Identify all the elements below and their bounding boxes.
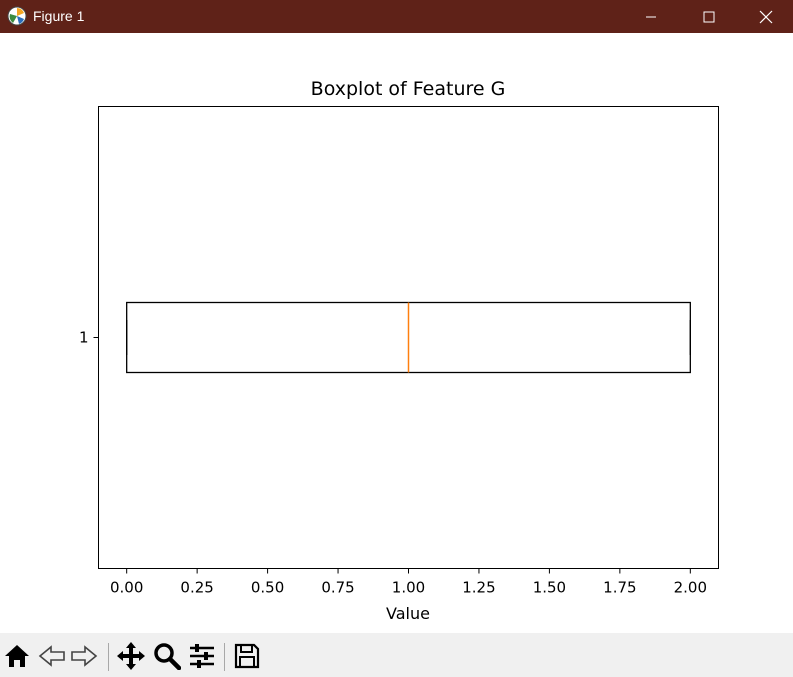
minimize-icon — [646, 16, 656, 17]
boxplot-chart: Boxplot of Feature G 0.00 0.25 0.50 0.75 1.0… — [79, 78, 719, 623]
toolbar-separator — [224, 643, 225, 671]
close-icon — [759, 10, 772, 23]
maximize-icon — [703, 11, 715, 22]
x-tick-label: 1.00 — [392, 579, 425, 597]
x-tick-label: 0.50 — [251, 579, 284, 597]
x-axis-label: Value — [386, 604, 430, 623]
chart-title: Boxplot of Feature G — [311, 78, 506, 100]
save-button[interactable] — [232, 641, 262, 671]
y-tick-label: 1 — [79, 329, 89, 347]
navigation-toolbar — [0, 633, 793, 677]
x-tick-label: 0.25 — [180, 579, 213, 597]
zoom-icon — [154, 643, 181, 670]
pan-icon — [117, 642, 145, 670]
back-button[interactable] — [37, 641, 67, 671]
pan-button[interactable] — [116, 641, 146, 671]
forward-arrow-icon — [71, 645, 98, 667]
plot-frame — [98, 106, 719, 569]
close-button[interactable] — [738, 0, 793, 33]
x-tick-label: 1.75 — [603, 579, 636, 597]
forward-button[interactable] — [69, 641, 99, 671]
matplotlib-logo-icon — [7, 6, 27, 26]
figure-canvas[interactable]: Boxplot of Feature G 0.00 0.25 0.50 0.75 1.0… — [0, 33, 793, 633]
configure-subplots-button[interactable] — [187, 641, 217, 671]
back-arrow-icon — [38, 645, 65, 667]
x-tick-label: 1.50 — [533, 579, 566, 597]
configure-subplots-icon — [190, 644, 214, 668]
x-tick-label: 0.75 — [321, 579, 354, 597]
x-axis: 0.00 0.25 0.50 0.75 1.00 1.25 1.50 1.75 2.00 — [110, 568, 707, 597]
maximize-button[interactable] — [680, 0, 738, 33]
x-tick-label: 1.25 — [462, 579, 495, 597]
save-icon — [234, 643, 260, 669]
home-icon — [5, 645, 29, 667]
window-titlebar[interactable]: Figure 1 — [0, 0, 793, 33]
minimize-button[interactable] — [622, 0, 680, 33]
x-tick-label: 2.00 — [674, 579, 707, 597]
x-tick-label: 0.00 — [110, 579, 143, 597]
box-group — [126, 301, 691, 374]
y-axis: 1 — [79, 329, 99, 347]
toolbar-separator — [108, 643, 109, 671]
zoom-button[interactable] — [152, 641, 182, 671]
home-button[interactable] — [2, 641, 32, 671]
window-title: Figure 1 — [33, 8, 85, 24]
